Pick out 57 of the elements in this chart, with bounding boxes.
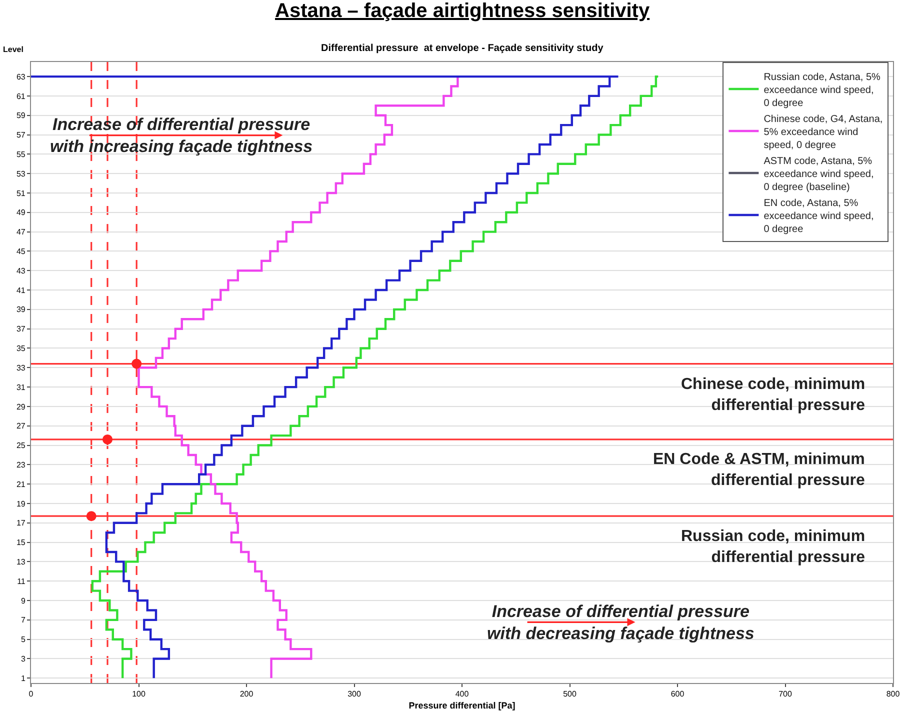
y-tick-label: 63 [16, 72, 26, 82]
chart-title: Astana – façade airtightness sensitivity [275, 0, 650, 22]
y-tick-label: 33 [16, 363, 26, 372]
annotation: Increase of differential pressure with increasing façade tightness [50, 115, 313, 156]
y-tick-label: 11 [17, 576, 26, 586]
point [102, 434, 112, 444]
y-tick-label: 3 [20, 654, 26, 664]
x-tick-label: 800 [886, 690, 900, 699]
y-tick-label: 61 [16, 92, 26, 101]
y-tick-label: 7 [20, 616, 26, 625]
chart-subtitle: Differential pressure at envelope - Façade sensitivity study [321, 43, 604, 54]
x-tick-label: 100 [132, 690, 146, 699]
y-tick-label: 1 [20, 674, 26, 683]
y-tick-label: 37 [16, 324, 26, 334]
y-axis-title: Level [3, 45, 24, 54]
x-tick-label: 200 [240, 690, 254, 699]
annotation: Increase of differential pressure with decreasing façade tightness [487, 602, 754, 644]
y-tick-label: 45 [16, 247, 26, 256]
y-tick-label: 35 [16, 344, 26, 354]
y-tick-label: 39 [16, 305, 26, 314]
y-tick-label: 21 [16, 480, 26, 489]
y-tick-label: 55 [16, 150, 26, 159]
y-tick-label: 41 [16, 286, 26, 295]
y-tick-label: 29 [16, 402, 26, 412]
x-tick-label: 700 [778, 690, 792, 699]
y-tick-label: 5 [20, 635, 26, 644]
x-tick-label: 600 [670, 690, 685, 699]
y-tick-label: 13 [16, 558, 26, 567]
point [132, 358, 142, 369]
point [86, 511, 96, 522]
ref-line-label: Russian code, minimum differential pressure [681, 528, 866, 566]
x-tick-label: 400 [455, 690, 470, 699]
x-axis-title: Pressure differential [Pa] [408, 700, 516, 710]
y-tick-label: 9 [20, 596, 26, 606]
y-tick-label: 49 [16, 208, 26, 218]
legend-label: EN code, Astana, 5% exceedance wind speed, 0 degree [764, 198, 874, 235]
x-tick-label: 500 [563, 690, 577, 699]
legend-label: ASTM code, Astana, 5% exceedance wind speed, 0 degree (baseline) [764, 156, 874, 193]
legend-label: Russian code, Astana, 5% exceedance wind speed, 0 degree [764, 72, 881, 109]
x-tick-label: 300 [348, 690, 362, 699]
legend-label: Chinese code, G4, Astana, 5% exceedance wind speed, 0 degree [764, 114, 883, 151]
y-tick-label: 51 [16, 188, 26, 198]
y-tick-label: 17 [16, 518, 26, 528]
y-tick-label: 57 [16, 130, 26, 140]
y-tick-label: 25 [16, 441, 26, 450]
y-tick-label: 59 [16, 111, 26, 120]
y-tick-label: 19 [16, 499, 26, 508]
y-tick-label: 47 [16, 228, 26, 237]
y-tick-label: 31 [16, 382, 26, 392]
y-tick-label: 53 [16, 169, 26, 178]
y-tick-label: 15 [16, 538, 26, 548]
ref-line-label: Chinese code, minimum differential pressure [681, 376, 866, 414]
y-tick-label: 43 [16, 266, 26, 276]
y-tick-label: 23 [16, 460, 26, 470]
ref-line-label: EN Code & ASTM, minimum differential pressure [653, 451, 865, 489]
x-tick-label: 0 [28, 690, 34, 699]
y-tick-label: 27 [16, 422, 26, 431]
